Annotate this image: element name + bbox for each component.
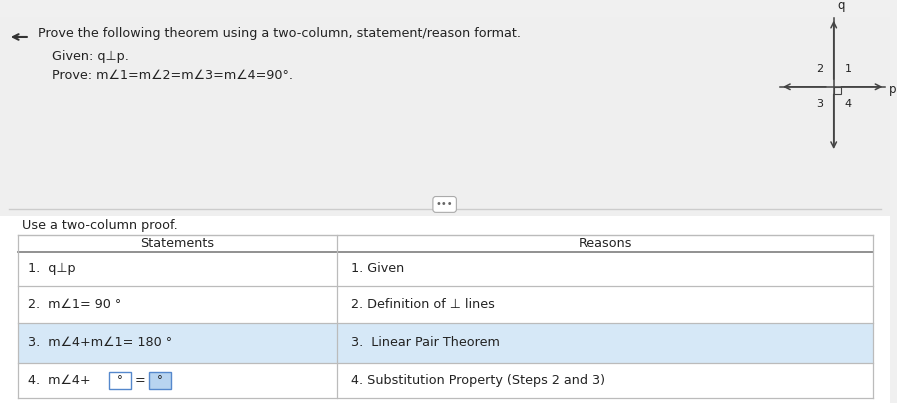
Text: 2: 2	[815, 64, 823, 74]
Text: 1. Given: 1. Given	[352, 262, 405, 275]
Text: 4.  m∠4+: 4. m∠4+	[28, 374, 91, 387]
Text: p: p	[889, 83, 897, 96]
Text: 2.  m∠1= 90 °: 2. m∠1= 90 °	[28, 298, 121, 311]
Bar	[833, 87, 840, 93]
Text: 3.  m∠4+m∠1= 180 °: 3. m∠4+m∠1= 180 °	[28, 336, 172, 349]
Bar	[0, 17, 891, 216]
Bar	[18, 322, 874, 363]
Text: °: °	[157, 374, 162, 387]
Text: Reasons: Reasons	[579, 237, 632, 250]
Text: •••: •••	[436, 199, 454, 210]
Text: 3.  Linear Pair Theorem: 3. Linear Pair Theorem	[352, 336, 501, 349]
Text: 2. Definition of ⊥ lines: 2. Definition of ⊥ lines	[352, 298, 495, 311]
Bar	[149, 372, 170, 389]
Text: 1.  q⊥p: 1. q⊥p	[28, 262, 75, 275]
Text: Use a two-column proof.: Use a two-column proof.	[22, 219, 178, 232]
Text: °: °	[118, 374, 123, 387]
Text: Given: q⊥p.: Given: q⊥p.	[52, 50, 128, 63]
Text: q: q	[838, 0, 845, 12]
Text: Prove: m∠1=m∠2=m∠3=m∠4=90°.: Prove: m∠1=m∠2=m∠3=m∠4=90°.	[52, 69, 292, 81]
Text: Prove the following theorem using a two-column, statement/reason format.: Prove the following theorem using a two-…	[38, 27, 521, 40]
Text: 4. Substitution Property (Steps 2 and 3): 4. Substitution Property (Steps 2 and 3)	[352, 374, 605, 387]
Text: Statements: Statements	[141, 237, 214, 250]
Bar	[0, 216, 891, 403]
Text: =: =	[135, 374, 145, 387]
Text: 1: 1	[845, 64, 851, 74]
Bar	[109, 372, 131, 389]
Text: 3: 3	[815, 99, 823, 109]
Text: 4: 4	[845, 99, 852, 109]
